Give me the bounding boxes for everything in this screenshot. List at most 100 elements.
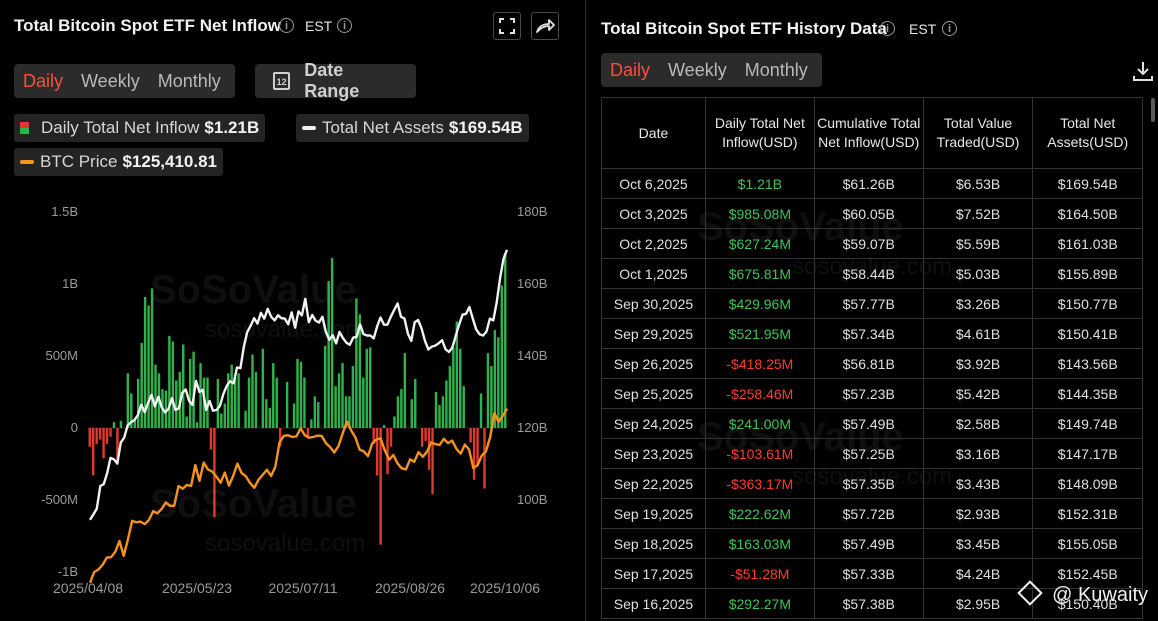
- inflow-bar: [306, 428, 310, 439]
- history-table: Date Daily Total Net Inflow(USD) Cumulat…: [601, 97, 1143, 619]
- inflow-bar: [244, 410, 247, 428]
- cell-traded: $2.93B: [922, 498, 1034, 529]
- inflow-bar: [310, 419, 313, 428]
- cell-date: Sep 26,2025: [601, 348, 706, 379]
- cell-cumulative: $56.81B: [813, 348, 924, 379]
- inflow-bar: [88, 428, 91, 447]
- cell-inflow: -$103.61M: [704, 438, 815, 469]
- cell-inflow: $292.27M: [704, 588, 815, 619]
- inflow-bar: [223, 403, 226, 428]
- table-row: Sep 23,2025 -$103.61M $57.25B $3.16B $147.17…: [601, 438, 1143, 469]
- inflow-bar: [441, 396, 445, 428]
- cell-cumulative: $57.77B: [813, 288, 924, 319]
- inflow-bar: [275, 377, 278, 428]
- cell-assets: $152.31B: [1032, 498, 1143, 529]
- inflow-bar: [483, 428, 486, 489]
- inflow-bar: [445, 380, 448, 428]
- legend-assets[interactable]: Total Net Assets $169.54B: [296, 114, 529, 142]
- inflow-bar: [95, 428, 98, 444]
- cell-date: Sep 23,2025: [601, 438, 706, 469]
- inflow-bar: [393, 416, 396, 428]
- history-tab-weekly[interactable]: Weekly: [668, 59, 727, 80]
- download-icon[interactable]: [1130, 58, 1156, 84]
- info-icon[interactable]: i: [279, 18, 294, 33]
- date-range-label: Date Range: [304, 60, 360, 101]
- inflow-chart: 1.5B 1B 500M 0 -500M -1B 180B 160B 140B 120B 100B 2…: [41, 204, 547, 596]
- inflow-bar: [105, 428, 109, 444]
- inflow-bar: [220, 413, 223, 428]
- cell-assets: $143.56B: [1032, 348, 1143, 379]
- inflow-bar: [455, 321, 459, 428]
- table-row: Sep 25,2025 -$258.46M $57.23B $5.42B $144.35…: [601, 378, 1143, 409]
- date-range-button[interactable]: 12 Date Range: [255, 60, 416, 101]
- cell-date: Oct 6,2025: [601, 168, 706, 199]
- inflow-bar: [330, 258, 334, 428]
- btc-legend-swatch: [20, 160, 34, 164]
- cell-inflow: $222.62M: [704, 498, 815, 529]
- cell-traded: $6.53B: [922, 168, 1034, 199]
- tab-monthly[interactable]: Monthly: [157, 70, 221, 91]
- right-y-tick: 140B: [517, 348, 547, 363]
- inflow-bar: [164, 390, 168, 428]
- inflow-bar: [497, 337, 500, 428]
- panel-divider: [585, 0, 586, 621]
- period-tabs: Daily Weekly Monthly: [14, 64, 235, 98]
- cell-cumulative: $58.44B: [813, 258, 924, 289]
- cell-assets: $147.17B: [1032, 438, 1143, 469]
- tab-daily[interactable]: Daily: [23, 70, 64, 91]
- x-tick: 2025/07/11: [268, 580, 337, 596]
- tab-weekly[interactable]: Weekly: [81, 70, 140, 91]
- table-scrollbar[interactable]: [1151, 98, 1155, 122]
- inflow-bar: [109, 428, 112, 437]
- watermark-lower: SoSoValue: [150, 482, 357, 526]
- col-traded[interactable]: Total Value Traded(USD): [922, 97, 1034, 169]
- inflow-bar: [424, 428, 427, 441]
- fullscreen-icon[interactable]: [493, 12, 521, 40]
- inflow-bar: [400, 389, 403, 428]
- history-tab-monthly[interactable]: Monthly: [744, 59, 808, 80]
- inflow-bar: [150, 288, 154, 428]
- col-cumulative[interactable]: Cumulative Total Net Inflow(USD): [813, 97, 924, 169]
- table-row: Sep 17,2025 -$51.28M $57.33B $4.24B $152.45B: [601, 558, 1143, 589]
- table-row: Sep 30,2025 $429.96M $57.77B $3.26B $150.77B: [601, 288, 1143, 319]
- timezone-info-icon[interactable]: i: [337, 18, 352, 33]
- history-tab-daily[interactable]: Daily: [610, 59, 651, 80]
- left-y-tick: 500M: [45, 348, 78, 363]
- history-info-icon[interactable]: i: [880, 21, 895, 36]
- history-timezone-label: EST: [909, 21, 937, 37]
- cell-date: Sep 25,2025: [601, 378, 706, 409]
- footer-tag: @ Kuwaity: [1016, 580, 1148, 607]
- watermark: SoSoValue: [150, 268, 357, 312]
- legend-btc-value: $125,410.81: [122, 152, 218, 171]
- inflow-bar: [182, 344, 185, 428]
- cell-inflow: $163.03M: [704, 528, 815, 559]
- assets-legend-swatch: [302, 126, 316, 130]
- cell-date: Oct 1,2025: [601, 258, 706, 289]
- inflow-bar: [362, 377, 365, 428]
- inflow-bar: [403, 353, 407, 428]
- inflow-bar: [278, 428, 282, 447]
- col-daily-inflow[interactable]: Daily Total Net Inflow(USD): [704, 97, 815, 169]
- history-timezone-info-icon[interactable]: i: [942, 21, 957, 36]
- legend-assets-value: $169.54B: [448, 118, 523, 137]
- inflow-bar: [272, 363, 275, 428]
- col-date[interactable]: Date: [601, 97, 706, 169]
- inflow-bar: [355, 298, 358, 428]
- inflow-bar: [323, 345, 327, 428]
- inflow-bar: [185, 416, 188, 428]
- col-assets[interactable]: Total Net Assets(USD): [1032, 97, 1143, 169]
- inflow-bar: [154, 364, 157, 428]
- legend-btc[interactable]: BTC Price $125,410.81: [14, 148, 224, 176]
- inflow-bar: [285, 381, 289, 428]
- legend-inflow[interactable]: Daily Total Net Inflow $1.21B: [14, 114, 266, 142]
- inflow-bar: [216, 379, 220, 428]
- right-y-tick: 100B: [517, 492, 547, 507]
- share-icon[interactable]: [531, 12, 559, 40]
- legend-assets-label: Total Net Assets: [322, 118, 444, 137]
- cell-traded: $3.45B: [922, 528, 1034, 559]
- cell-inflow: $985.08M: [704, 198, 815, 229]
- inflow-bar: [102, 428, 105, 459]
- inflow-bar: [382, 425, 386, 428]
- cell-inflow: $241.00M: [704, 408, 815, 439]
- btc-price-line: [88, 407, 509, 584]
